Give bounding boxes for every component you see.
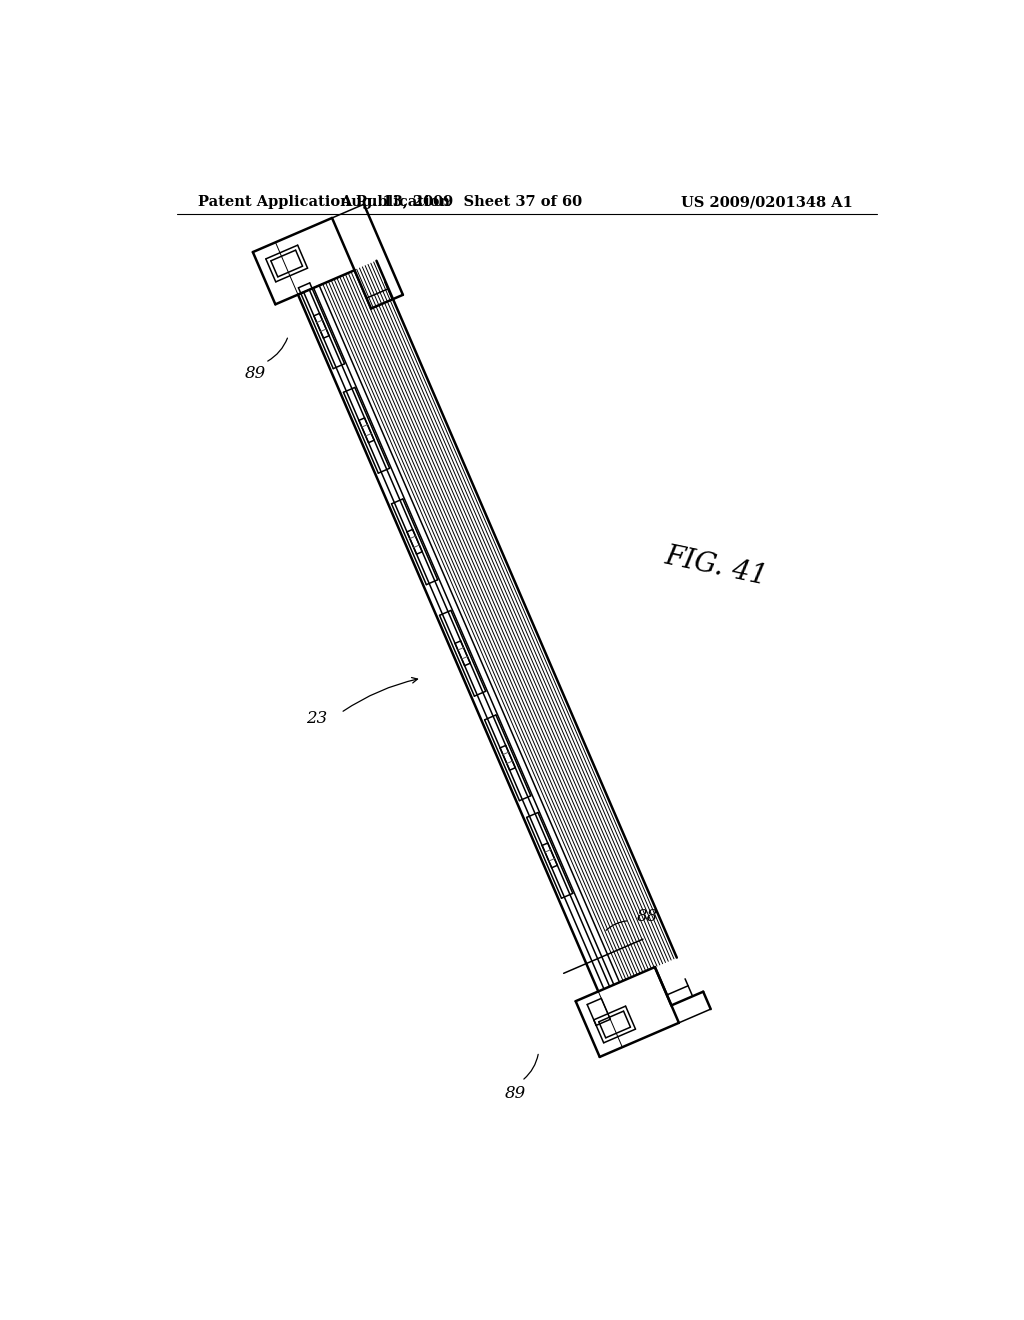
Text: 88: 88 (637, 908, 658, 924)
Text: 89: 89 (245, 366, 266, 383)
Text: US 2009/0201348 A1: US 2009/0201348 A1 (681, 195, 853, 210)
Text: 89: 89 (505, 1085, 526, 1102)
Text: Patent Application Publication: Patent Application Publication (199, 195, 451, 210)
Text: 23: 23 (305, 710, 327, 727)
Text: Aug. 13, 2009  Sheet 37 of 60: Aug. 13, 2009 Sheet 37 of 60 (341, 195, 583, 210)
Text: FIG. 41: FIG. 41 (662, 543, 770, 590)
